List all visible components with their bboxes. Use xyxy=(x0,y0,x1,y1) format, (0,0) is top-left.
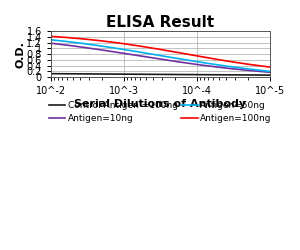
Control Antigen =100ng xyxy=(183,73,187,76)
Control Antigen =100ng xyxy=(248,74,251,76)
Y-axis label: O.D.: O.D. xyxy=(15,41,25,68)
Antigen=10ng xyxy=(183,61,187,64)
Antigen=100ng xyxy=(248,63,251,66)
Antigen=100ng xyxy=(234,61,237,64)
Antigen=50ng xyxy=(183,58,187,61)
Antigen=50ng xyxy=(248,68,251,70)
Antigen=10ng xyxy=(248,69,251,72)
Antigen=100ng xyxy=(179,52,183,54)
Legend: Control Antigen =100ng, Antigen=10ng, Antigen=50ng, Antigen=100ng: Control Antigen =100ng, Antigen=10ng, An… xyxy=(49,101,272,124)
Control Antigen =100ng xyxy=(49,72,52,75)
Antigen=50ng xyxy=(234,66,237,69)
Antigen=10ng xyxy=(179,61,182,64)
Antigen=10ng xyxy=(179,61,183,64)
Antigen=100ng xyxy=(179,52,182,54)
Antigen=10ng xyxy=(268,71,272,74)
Antigen=50ng xyxy=(50,38,53,41)
Antigen=100ng xyxy=(183,52,187,55)
Antigen=100ng xyxy=(49,35,52,38)
Antigen=50ng xyxy=(179,58,183,60)
X-axis label: Serial Dilutions of Antibody: Serial Dilutions of Antibody xyxy=(74,99,246,109)
Line: Antigen=10ng: Antigen=10ng xyxy=(51,43,270,72)
Line: Antigen=100ng: Antigen=100ng xyxy=(51,36,270,67)
Antigen=10ng xyxy=(50,42,53,45)
Control Antigen =100ng xyxy=(179,73,183,76)
Control Antigen =100ng xyxy=(268,74,272,76)
Control Antigen =100ng xyxy=(50,72,53,75)
Antigen=50ng xyxy=(268,70,272,73)
Antigen=50ng xyxy=(49,38,52,41)
Antigen=10ng xyxy=(234,68,237,70)
Antigen=50ng xyxy=(179,58,182,60)
Title: ELISA Result: ELISA Result xyxy=(106,15,214,30)
Antigen=100ng xyxy=(268,66,272,68)
Control Antigen =100ng xyxy=(234,74,237,76)
Line: Antigen=50ng: Antigen=50ng xyxy=(51,40,270,72)
Antigen=10ng xyxy=(49,42,52,45)
Line: Control Antigen =100ng: Control Antigen =100ng xyxy=(51,74,270,75)
Control Antigen =100ng xyxy=(179,73,182,76)
Antigen=100ng xyxy=(50,35,53,38)
